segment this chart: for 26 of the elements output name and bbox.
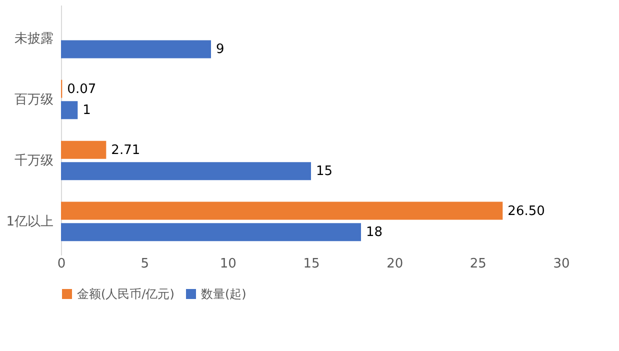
data-label: 18 — [366, 225, 383, 240]
y-tick-label: 1亿以上 — [6, 214, 54, 230]
data-label: 0.07 — [67, 82, 96, 97]
data-label: 26.50 — [508, 204, 545, 219]
x-tick-label: 20 — [386, 256, 404, 272]
y-tick-label: 千万级 — [14, 153, 54, 168]
x-tick-label: 30 — [553, 256, 570, 272]
data-label: 1 — [82, 103, 91, 118]
x-tick-label: 15 — [303, 256, 320, 272]
data-label: 15 — [316, 164, 333, 180]
bar — [61, 202, 503, 220]
y-tick-label: 未披露 — [14, 32, 54, 47]
x-tick-label: 10 — [220, 256, 236, 272]
y-tick-label: 百万级 — [14, 92, 54, 108]
x-tick-label: 0 — [57, 256, 66, 272]
x-tick-label: 25 — [470, 256, 486, 272]
bar — [61, 140, 106, 159]
bar — [61, 162, 311, 180]
data-label: 9 — [216, 42, 224, 58]
bar — [61, 101, 78, 120]
bar — [61, 40, 211, 58]
data-label: 2.71 — [111, 142, 140, 158]
x-tick-label: 5 — [140, 256, 149, 272]
legend-label: 金额(人民币/亿元) — [77, 287, 174, 301]
bar — [61, 223, 361, 242]
legend-label: 数量(起) — [201, 287, 246, 301]
